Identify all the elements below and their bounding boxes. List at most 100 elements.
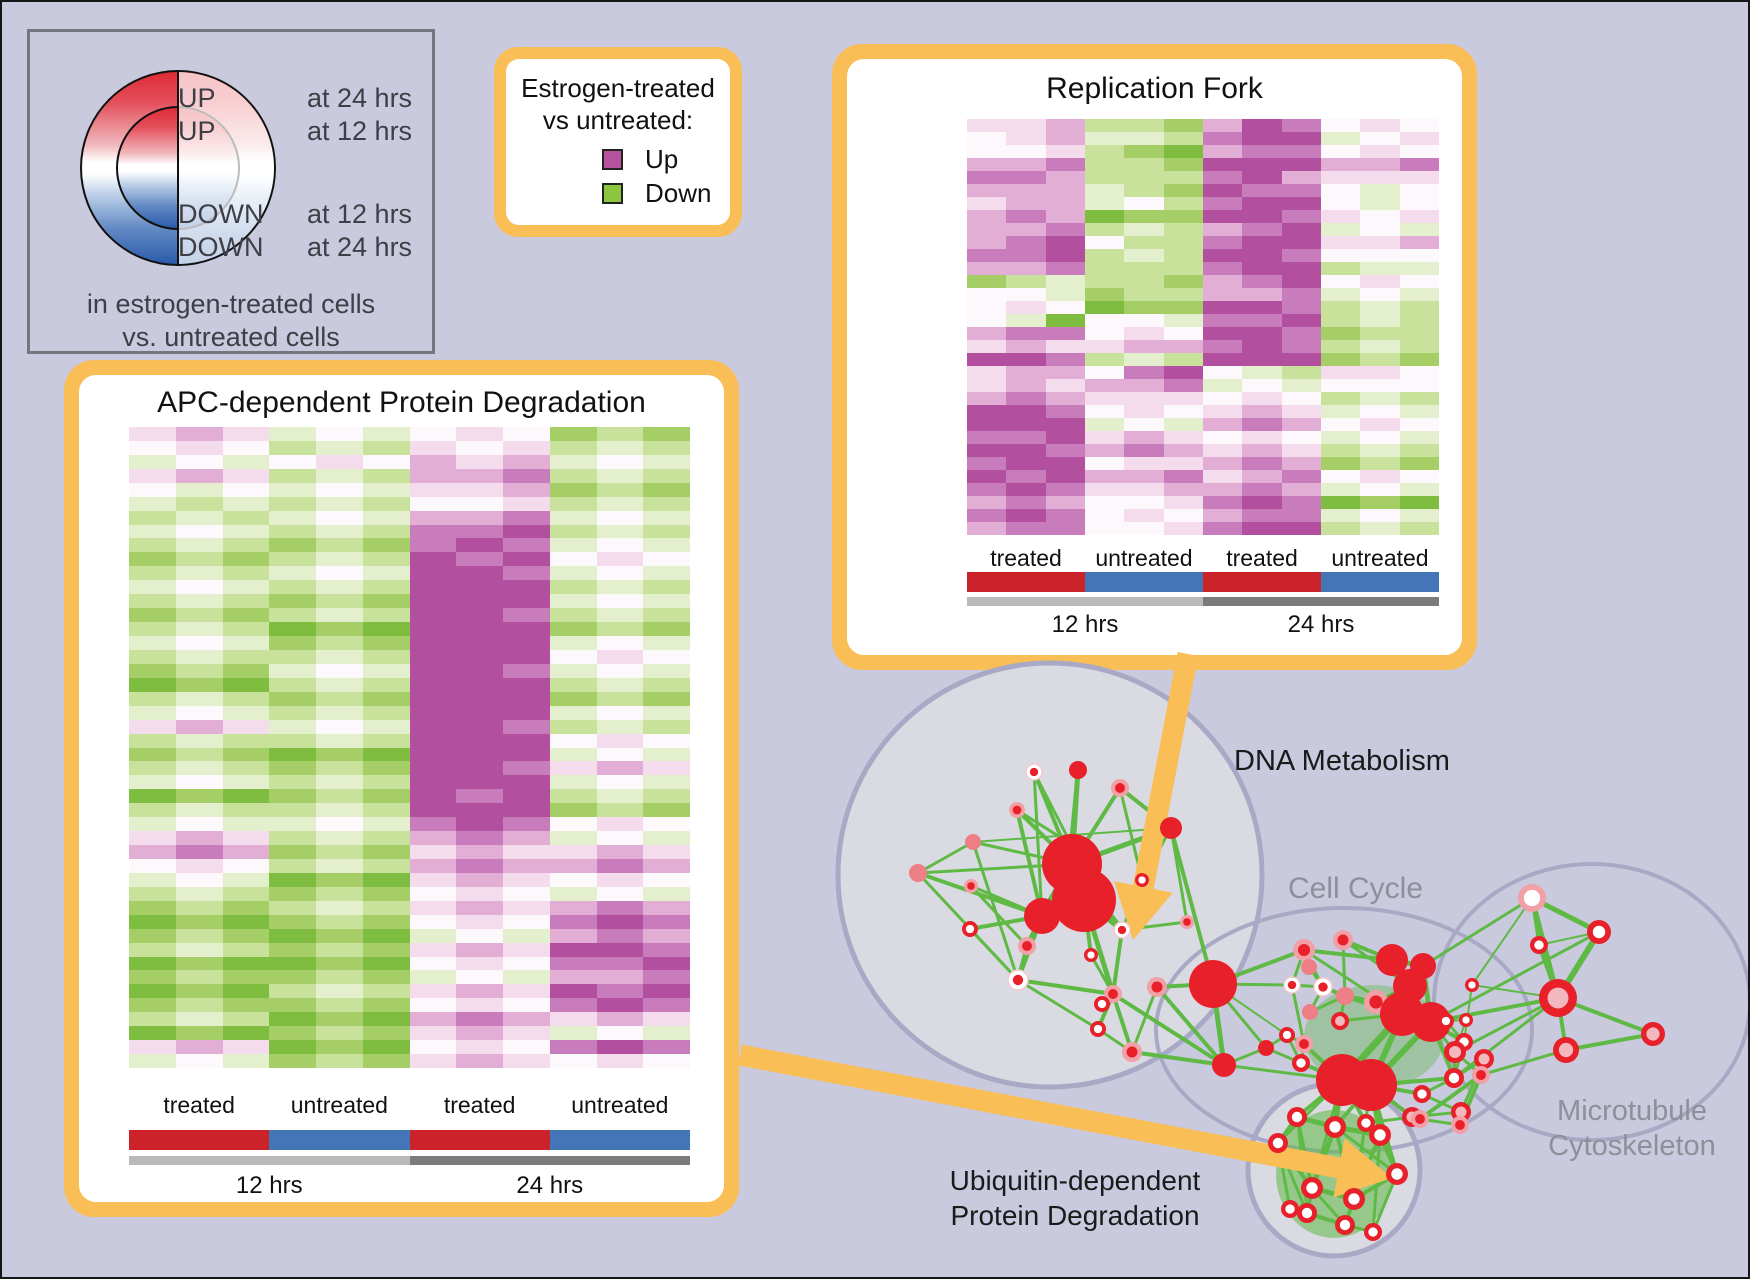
heatmap-cell xyxy=(456,580,503,595)
heatmap-cell xyxy=(269,775,316,790)
heatmap-cell xyxy=(643,1040,690,1055)
heatmap-cell xyxy=(1124,444,1164,457)
heatmap-cell xyxy=(549,900,597,915)
heatmap-cell xyxy=(1045,288,1085,301)
connector-arrow-shaft xyxy=(738,1044,1341,1179)
network-edge xyxy=(1032,771,1044,917)
heatmap-cell xyxy=(456,691,503,706)
untreated-bar xyxy=(1085,572,1203,592)
heatmap-cell xyxy=(129,705,176,720)
heatmap-cell xyxy=(362,1012,410,1027)
heatmap-cell xyxy=(1163,379,1203,392)
network-node-solid xyxy=(1410,953,1436,979)
network-edge xyxy=(1369,1084,1399,1175)
heatmap-cell xyxy=(1006,483,1046,496)
network-edge xyxy=(1276,1141,1314,1190)
panel-title: Replication Fork xyxy=(1046,72,1263,105)
heatmap-cell xyxy=(1360,470,1400,483)
heatmap-cell xyxy=(269,649,316,664)
heatmap-cell xyxy=(456,928,503,943)
group-label: untreated xyxy=(290,1092,388,1118)
heatmap-cell xyxy=(456,970,503,985)
up-down-gradient-rings-icon xyxy=(80,70,276,266)
heatmap-cell xyxy=(1399,275,1439,288)
heatmap-cell xyxy=(1084,249,1125,262)
cluster-label-microtubule: Microtubule Cytoskeleton xyxy=(1507,1094,1748,1164)
network-edge xyxy=(972,840,1073,866)
heatmap-cell xyxy=(596,705,644,720)
network-edge xyxy=(1291,983,1324,989)
heatmap-cell xyxy=(129,538,176,553)
network-node-pinkOpen xyxy=(1518,884,1546,912)
network-edge xyxy=(1445,1019,1467,1022)
heatmap-cell xyxy=(503,552,550,567)
network-node-open xyxy=(1292,1054,1310,1072)
heatmap-cell xyxy=(596,970,644,985)
heatmap-cell xyxy=(596,663,644,678)
heatmap-cell xyxy=(316,886,363,901)
heatmap-cell xyxy=(409,677,457,692)
heatmap-cell xyxy=(456,858,503,873)
heatmap-cell xyxy=(1281,171,1321,184)
network-edge xyxy=(1454,996,1559,1054)
network-node-openPink xyxy=(1402,1107,1422,1127)
network-node-pink xyxy=(965,834,981,850)
heatmap-cell xyxy=(596,719,644,734)
heatmap-cell xyxy=(222,677,270,692)
heatmap-cell xyxy=(1084,171,1125,184)
heatmap-cell xyxy=(1124,197,1164,210)
heatmap-cell xyxy=(362,998,410,1013)
heatmap-cell xyxy=(222,427,270,441)
heatmap-cell xyxy=(175,845,223,859)
heatmap-cell xyxy=(409,970,457,985)
heatmap-cell xyxy=(1360,158,1400,171)
heatmap-cell xyxy=(362,622,410,637)
connector-arrow-head-icon xyxy=(1113,881,1173,940)
cluster-cell-cycle xyxy=(1154,906,1534,1154)
heatmap-cell xyxy=(643,705,690,720)
heatmap-cell xyxy=(1006,158,1046,171)
heatmap-cell xyxy=(1202,223,1243,236)
heatmap-cell xyxy=(1202,483,1243,496)
network-edge xyxy=(1276,1142,1309,1214)
heatmap-cell xyxy=(1399,158,1439,171)
heatmap-cell xyxy=(362,984,410,999)
heatmap-cell xyxy=(409,705,457,720)
heatmap-cell xyxy=(222,789,270,804)
heatmap-cell xyxy=(1202,470,1243,483)
heatmap-cell xyxy=(1124,327,1164,340)
heatmap-cell xyxy=(549,928,597,943)
heatmap-cell xyxy=(362,636,410,650)
heatmap-cell xyxy=(222,691,270,706)
heatmap-cell xyxy=(1045,392,1085,405)
heatmap-cell xyxy=(409,580,457,595)
heatmap-cell xyxy=(1281,132,1321,145)
heatmap-cell xyxy=(1124,132,1164,145)
heatmap-cell xyxy=(1399,379,1439,392)
heatmap-cell xyxy=(269,705,316,720)
heatmap-cell xyxy=(129,1040,176,1055)
heatmap-cell xyxy=(129,1054,176,1068)
apc-degradation-panel: APC-dependent Protein Degradation treate… xyxy=(64,360,739,1217)
heatmap-cell xyxy=(1242,197,1282,210)
heatmap-cell xyxy=(175,510,223,525)
heatmap-cell xyxy=(1320,444,1361,457)
heatmap-cell xyxy=(1281,210,1321,223)
heatmap-cell xyxy=(643,538,690,553)
heatmap-cell xyxy=(1045,366,1085,379)
heatmap-cell xyxy=(1163,184,1203,197)
heatmap-cell xyxy=(175,454,223,469)
heatmap-cell xyxy=(1084,405,1125,418)
heatmap-cell xyxy=(1045,132,1085,145)
heatmap-cell xyxy=(1006,171,1046,184)
heatmap-cell xyxy=(269,900,316,915)
heatmap-cell xyxy=(1202,457,1243,470)
heatmap-cell xyxy=(1124,158,1164,171)
heatmap-cell xyxy=(456,705,503,720)
heatmap-cell xyxy=(596,942,644,957)
heatmap-cell xyxy=(1045,158,1085,171)
heatmap-cell xyxy=(1202,509,1243,522)
heatmap-cell xyxy=(1360,457,1400,470)
heatmap-cell xyxy=(129,608,176,623)
heatmap-cell xyxy=(1084,509,1125,522)
